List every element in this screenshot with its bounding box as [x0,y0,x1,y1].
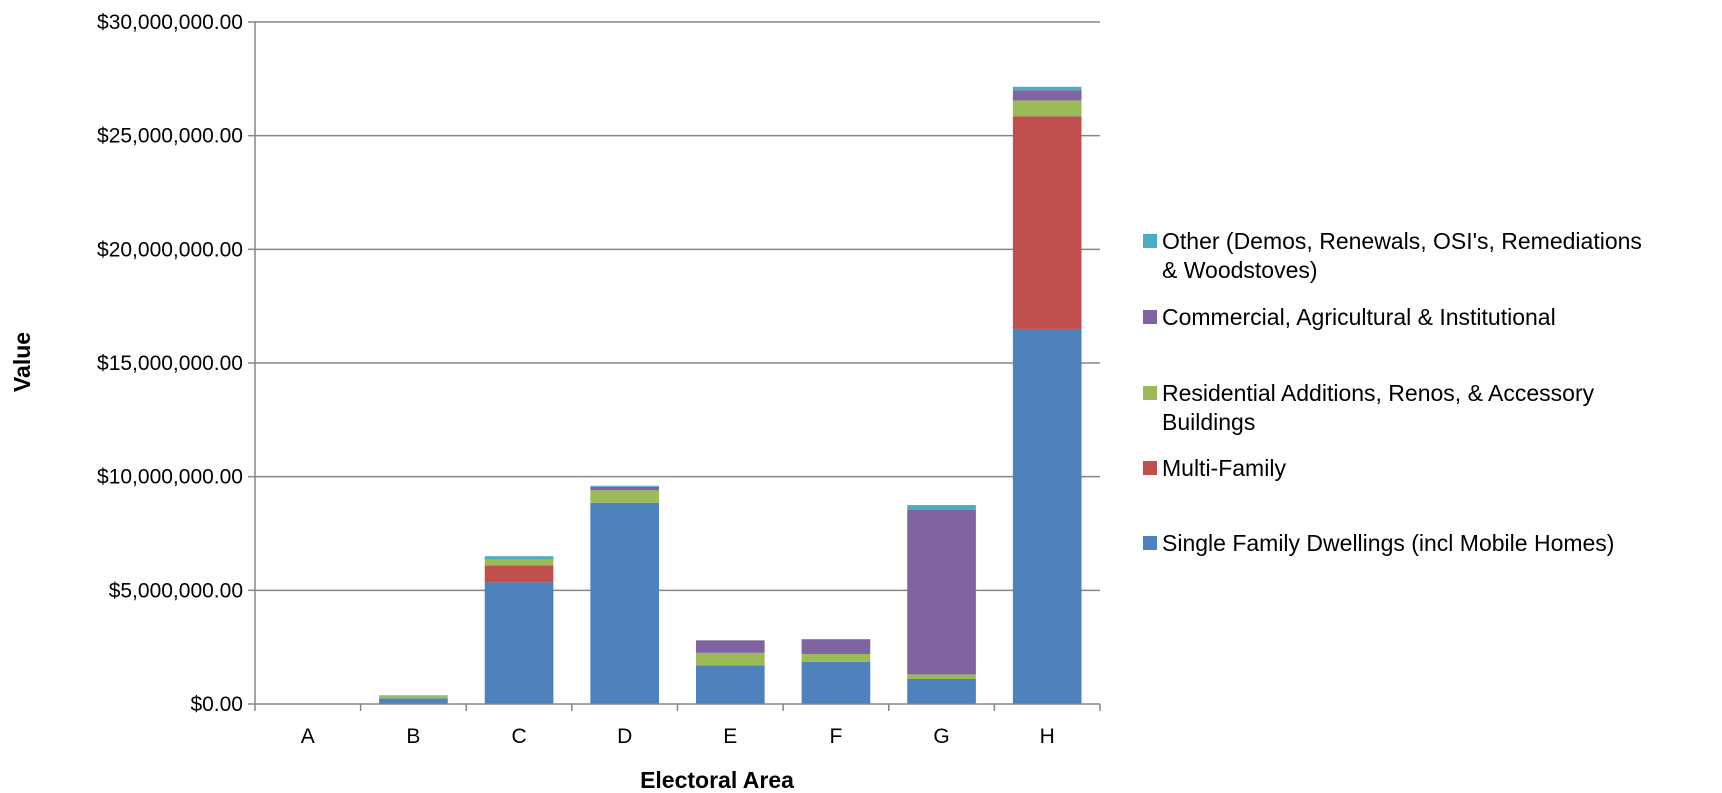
x-tick-label: F [830,725,843,748]
bar-segment [907,678,976,704]
legend: Other (Demos, Renewals, OSI's, Remediati… [1143,228,1642,556]
bar-segment [907,505,976,510]
bar-segment [1012,116,1082,329]
legend-swatch [1143,386,1157,400]
bar-segment [379,698,448,704]
x-tick-label: B [406,725,420,748]
y-axis-title: Value [9,332,35,392]
bar-segment [379,696,448,699]
y-tick-label: $15,000,000.00 [97,352,243,375]
legend-label: Single Family Dwellings (incl Mobile Hom… [1162,530,1614,556]
bar-segment [484,559,554,566]
y-tick-labels: $0.00 $5,000,000.00 $10,000,000.00 $15,000,… [97,11,243,716]
x-tick-label: E [723,725,737,748]
bar-segment [484,582,554,704]
y-tick-label: $10,000,000.00 [97,466,243,489]
x-tick-label: A [301,725,315,748]
bar-segment [590,485,660,487]
legend-label: Commercial, Agricultural & Institutional [1162,304,1556,330]
legend-label: Multi-Family [1162,455,1286,481]
bar-segment [907,509,976,675]
bar-segment [801,653,871,662]
y-tick-label: $5,000,000.00 [109,579,243,602]
bar-segment [1012,86,1082,91]
bar-segment [379,695,448,697]
bar-segment [590,490,660,503]
y-tick-label: $0.00 [190,693,243,716]
x-tick-label: H [1040,725,1055,748]
bar-segment [695,652,765,666]
bar-segment [1012,100,1082,117]
bar-segment [590,502,660,704]
legend-label: Other (Demos, Renewals, OSI's, Remediati… [1162,228,1642,283]
x-tick-label: C [511,725,526,748]
x-tick-label: D [617,725,632,748]
x-axis-title: Electoral Area [640,767,794,793]
bar-segment [907,674,976,679]
legend-swatch [1143,536,1157,550]
axes [254,22,1101,711]
bar-segment [1012,328,1082,704]
bar-segment [801,661,871,704]
y-tick-label: $20,000,000.00 [97,238,243,261]
bar-segment [590,486,660,491]
x-tick-label: G [933,725,949,748]
gridlines [248,21,1100,705]
y-tick-label: $25,000,000.00 [97,125,243,148]
y-tick-label: $30,000,000.00 [97,11,243,34]
bar-segment [484,556,554,560]
legend-swatch [1143,310,1157,324]
bar-segment [695,665,765,704]
bar-segment [695,640,765,653]
legend-swatch [1143,461,1157,475]
legend-swatch [1143,234,1157,248]
bar-segment [484,565,554,583]
bars [379,86,1082,704]
x-tick-labels: A B C D E F G H [301,725,1055,748]
legend-label: Residential Additions, Renos, & Accessor… [1162,380,1595,435]
bar-segment [801,639,871,654]
bar-segment [1012,90,1082,101]
